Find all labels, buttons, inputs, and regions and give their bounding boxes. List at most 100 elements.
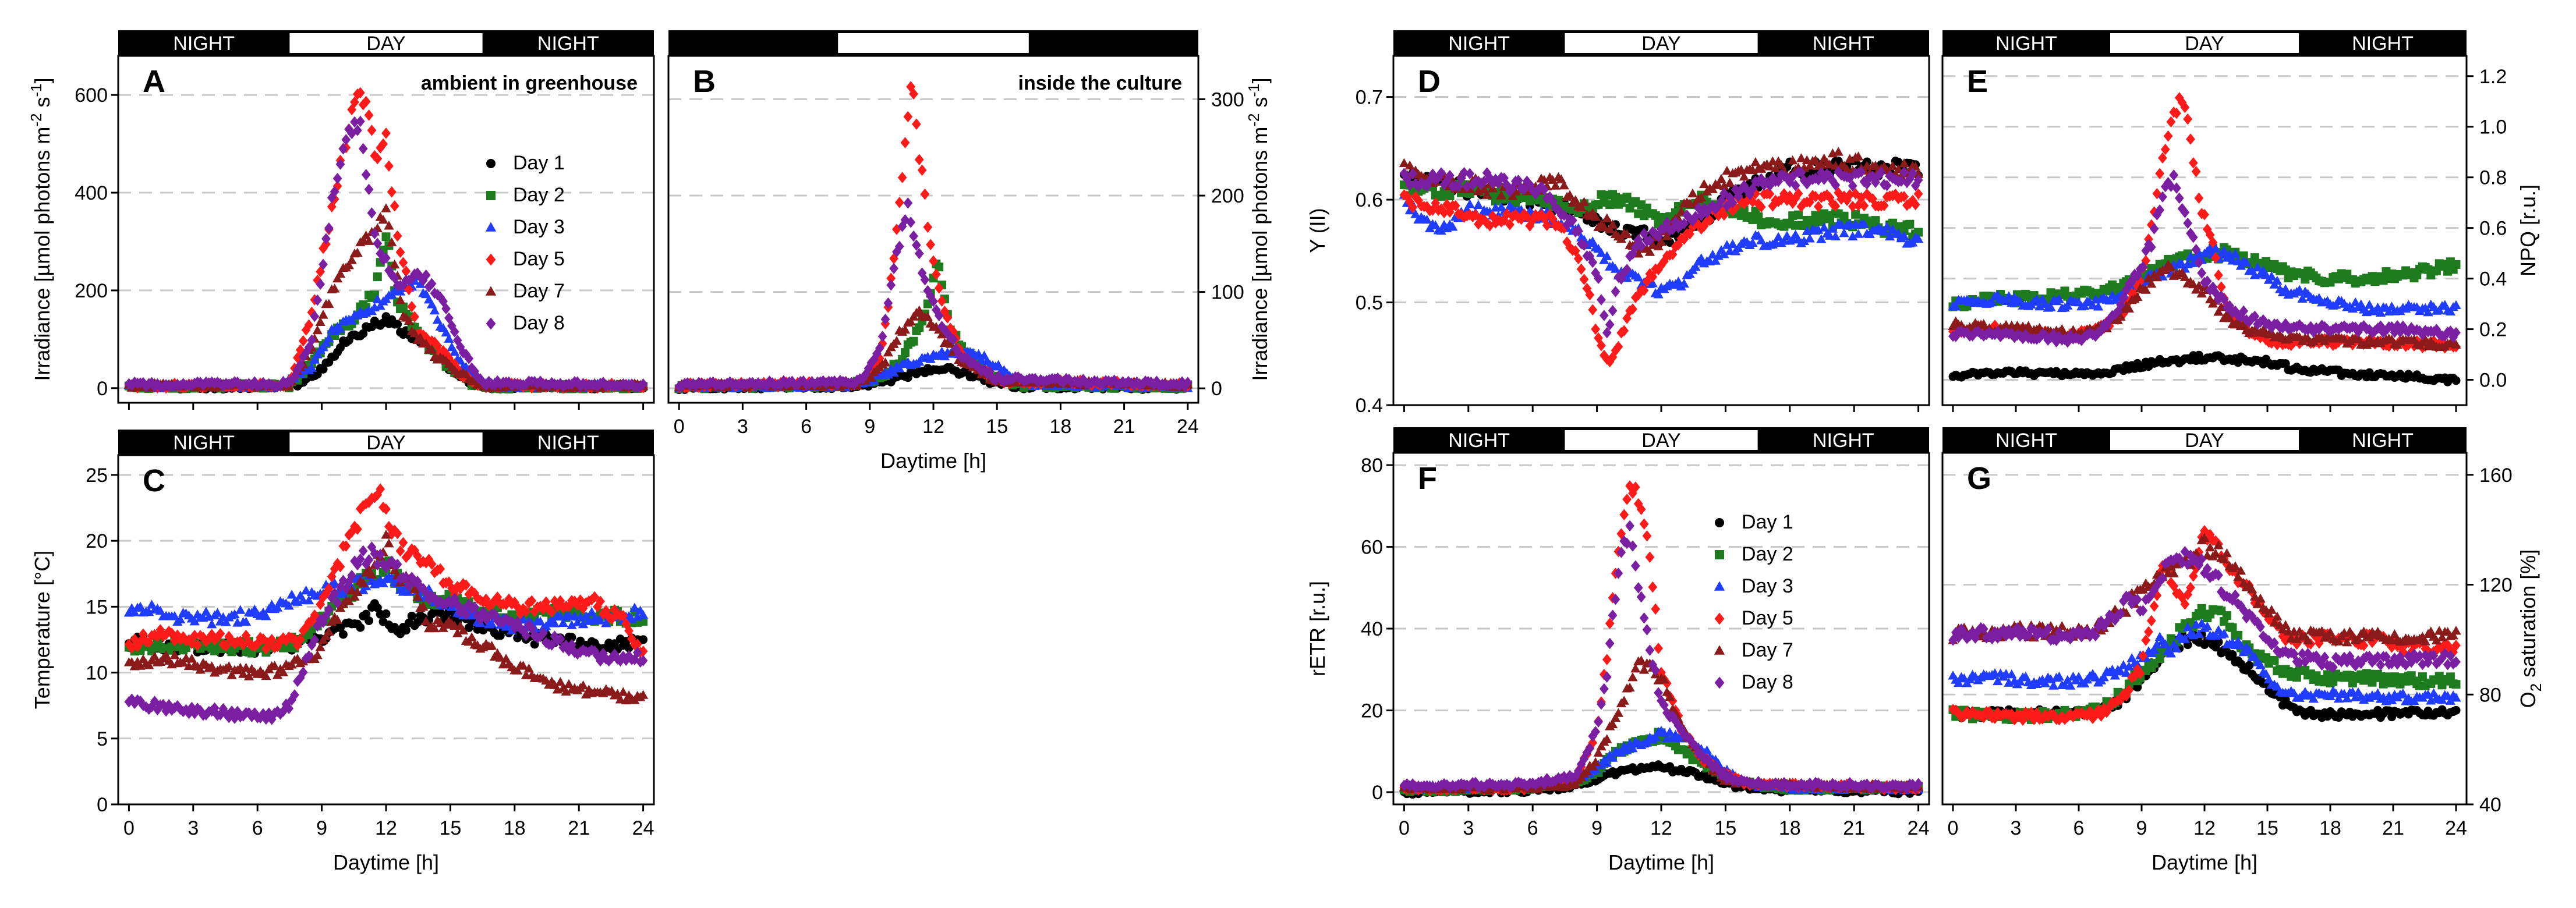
panel-annotation: inside the culture bbox=[1018, 72, 1183, 94]
data-point-day-8 bbox=[367, 207, 377, 219]
data-point-day-7 bbox=[1770, 163, 1781, 173]
data-point-day-3 bbox=[1859, 219, 1869, 229]
data-point-day-7 bbox=[1707, 184, 1718, 193]
data-point-day-7 bbox=[312, 650, 323, 659]
data-point-day-7 bbox=[1719, 180, 1729, 190]
data-point-day-7 bbox=[352, 247, 363, 257]
data-point-day-7 bbox=[555, 676, 565, 686]
data-point-day-3 bbox=[429, 305, 440, 315]
data-point-day-8 bbox=[638, 655, 648, 666]
data-point-day-3 bbox=[1647, 278, 1658, 288]
data-point-day-7 bbox=[381, 530, 391, 539]
data-point-day-5 bbox=[638, 645, 648, 657]
data-point-day-5 bbox=[404, 283, 414, 296]
data-point-day-8 bbox=[894, 240, 904, 253]
data-point-day-1 bbox=[401, 626, 411, 635]
y-tick-label: 15 bbox=[86, 596, 108, 618]
data-point-day-7 bbox=[1853, 151, 1864, 161]
data-point-day-7 bbox=[352, 587, 363, 597]
data-point-day-7 bbox=[1699, 179, 1710, 189]
legend-marker bbox=[486, 191, 496, 200]
series-layer bbox=[1399, 147, 1924, 368]
data-point-day-3 bbox=[1816, 234, 1827, 243]
data-point-day-7 bbox=[1616, 233, 1626, 243]
data-point-day-7 bbox=[240, 662, 252, 672]
legend-label: Day 5 bbox=[513, 248, 565, 270]
x-tick-label: 3 bbox=[187, 817, 199, 839]
data-point-day-5 bbox=[903, 111, 913, 123]
data-point-day-7 bbox=[866, 373, 876, 382]
data-point-day-8 bbox=[364, 554, 374, 566]
data-point-day-7 bbox=[900, 324, 911, 334]
data-point-day-8 bbox=[886, 279, 896, 291]
data-point-day-8 bbox=[324, 604, 334, 615]
data-point-day-3 bbox=[221, 617, 231, 626]
y-tick-label: 0.5 bbox=[1356, 292, 1383, 314]
data-point-day-7 bbox=[905, 317, 916, 326]
data-point-day-8 bbox=[1459, 166, 1469, 179]
y-tick-label: 0 bbox=[97, 794, 108, 816]
data-point-day-5 bbox=[897, 172, 907, 183]
series-layer bbox=[674, 81, 1193, 395]
data-point-day-8 bbox=[310, 634, 320, 646]
data-point-day-3 bbox=[1839, 228, 1849, 237]
data-point-day-1 bbox=[407, 611, 416, 620]
legend-label: Day 8 bbox=[513, 312, 565, 334]
data-point-day-8 bbox=[914, 247, 924, 260]
data-point-day-8 bbox=[401, 572, 411, 583]
data-point-day-3 bbox=[318, 342, 328, 352]
data-point-day-3 bbox=[486, 618, 497, 628]
data-point-day-7 bbox=[335, 268, 346, 278]
data-point-day-7 bbox=[1496, 190, 1506, 200]
data-point-day-5 bbox=[376, 483, 385, 495]
data-point-day-5 bbox=[917, 164, 927, 176]
data-point-day-8 bbox=[290, 371, 299, 382]
data-point-day-3 bbox=[925, 354, 936, 363]
data-point-day-5 bbox=[1668, 249, 1678, 260]
data-point-day-7 bbox=[344, 596, 354, 605]
data-point-day-8 bbox=[1645, 235, 1655, 246]
data-point-day-3 bbox=[300, 585, 312, 595]
data-point-day-5 bbox=[324, 583, 334, 594]
data-point-day-3 bbox=[638, 609, 649, 619]
x-tick-label: 18 bbox=[1049, 416, 1071, 438]
data-point-day-3 bbox=[1848, 231, 1858, 241]
data-point-day-5 bbox=[436, 563, 445, 575]
data-point-day-8 bbox=[906, 217, 916, 228]
data-point-day-5 bbox=[361, 95, 371, 108]
data-point-day-8 bbox=[1845, 172, 1855, 184]
data-point-day-7 bbox=[523, 664, 534, 673]
data-point-day-3 bbox=[212, 608, 223, 617]
data-point-day-5 bbox=[1639, 285, 1649, 296]
data-point-day-5 bbox=[1619, 325, 1629, 336]
data-point-day-7 bbox=[1824, 159, 1835, 169]
data-point-day-8 bbox=[1913, 174, 1923, 186]
data-point-day-7 bbox=[1559, 180, 1569, 190]
data-point-day-5 bbox=[1811, 190, 1820, 203]
legend-label: Day 7 bbox=[513, 280, 565, 302]
data-point-day-5 bbox=[1628, 303, 1637, 315]
data-point-day-8 bbox=[450, 326, 459, 338]
data-point-day-8 bbox=[1408, 168, 1417, 180]
y-tick-label: 200 bbox=[75, 280, 108, 302]
data-point-day-7 bbox=[512, 665, 523, 675]
data-point-day-5 bbox=[193, 639, 203, 651]
data-point-day-3 bbox=[1633, 272, 1644, 282]
data-point-day-8 bbox=[903, 197, 913, 209]
data-point-day-5 bbox=[392, 527, 402, 540]
data-point-day-8 bbox=[358, 545, 368, 557]
data-point-day-5 bbox=[410, 311, 419, 323]
legend-label: Day 2 bbox=[513, 184, 565, 206]
y-tick-label: 0.2 bbox=[2479, 319, 2507, 341]
data-point-day-5 bbox=[395, 246, 405, 258]
data-point-day-7 bbox=[286, 659, 297, 669]
data-point-day-8 bbox=[338, 143, 348, 155]
data-point-day-3 bbox=[1719, 249, 1729, 258]
data-point-day-1 bbox=[338, 630, 348, 639]
data-point-day-2 bbox=[1605, 200, 1615, 210]
data-point-day-8 bbox=[332, 597, 342, 609]
data-point-day-5 bbox=[407, 300, 417, 313]
data-point-day-8 bbox=[1728, 197, 1738, 208]
